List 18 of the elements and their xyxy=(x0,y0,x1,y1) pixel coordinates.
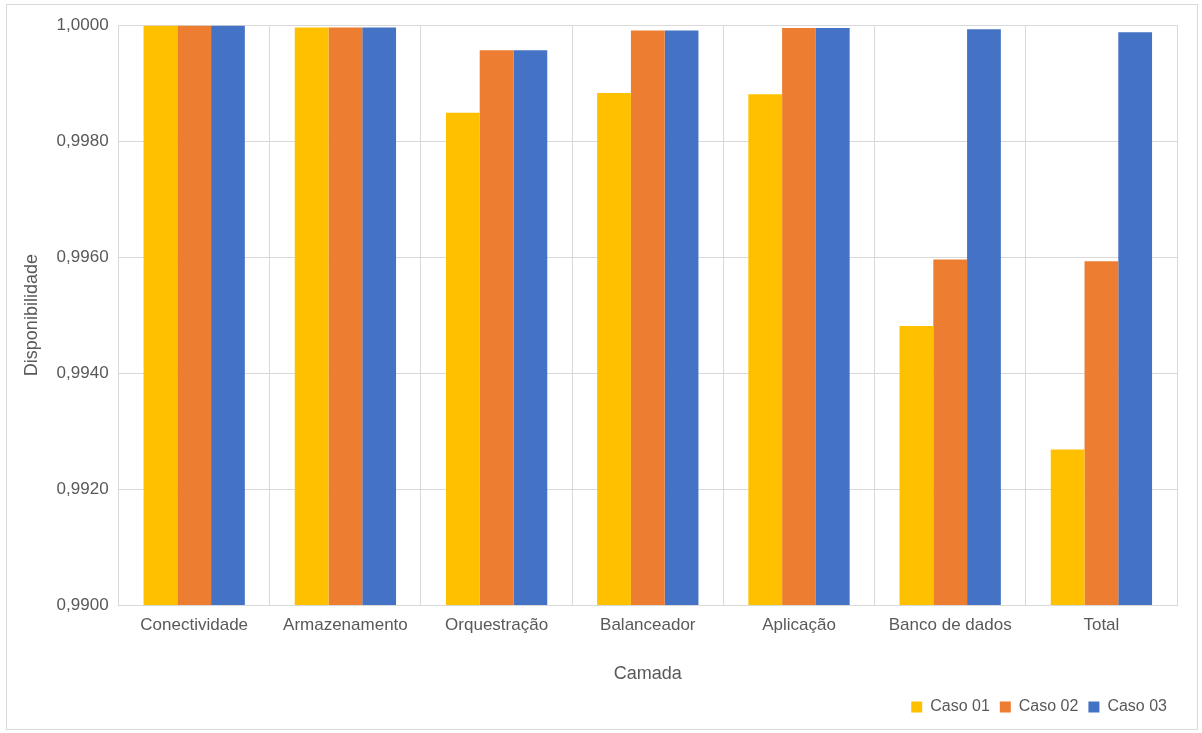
legend-label: Caso 01 xyxy=(930,697,990,715)
x-axis-title: Camada xyxy=(613,663,683,684)
y-tick-label: 0,9920 xyxy=(56,478,109,498)
x-tick-label: Conectividade xyxy=(140,614,249,634)
x-tick-label: Balanceador xyxy=(600,614,696,634)
y-tick-label: 0,9900 xyxy=(56,594,109,614)
legend-label: Caso 03 xyxy=(1107,697,1168,715)
y-tick-label: 0,9960 xyxy=(56,246,109,266)
y-tick-label: 1,0000 xyxy=(56,14,109,34)
y-tick-label: 0,9940 xyxy=(56,362,109,382)
y-axis-title: Disponibilidade xyxy=(20,254,41,377)
x-tick-label: Orquestração xyxy=(445,614,549,634)
x-tick-label: Armazenamento xyxy=(283,614,408,634)
x-tick-label: Total xyxy=(1083,614,1120,634)
y-tick-label: 0,9980 xyxy=(56,130,109,150)
legend-label: Caso 02 xyxy=(1018,697,1079,715)
x-tick-label: Banco de dados xyxy=(888,614,1012,634)
x-tick-label: Aplicação xyxy=(762,614,836,634)
